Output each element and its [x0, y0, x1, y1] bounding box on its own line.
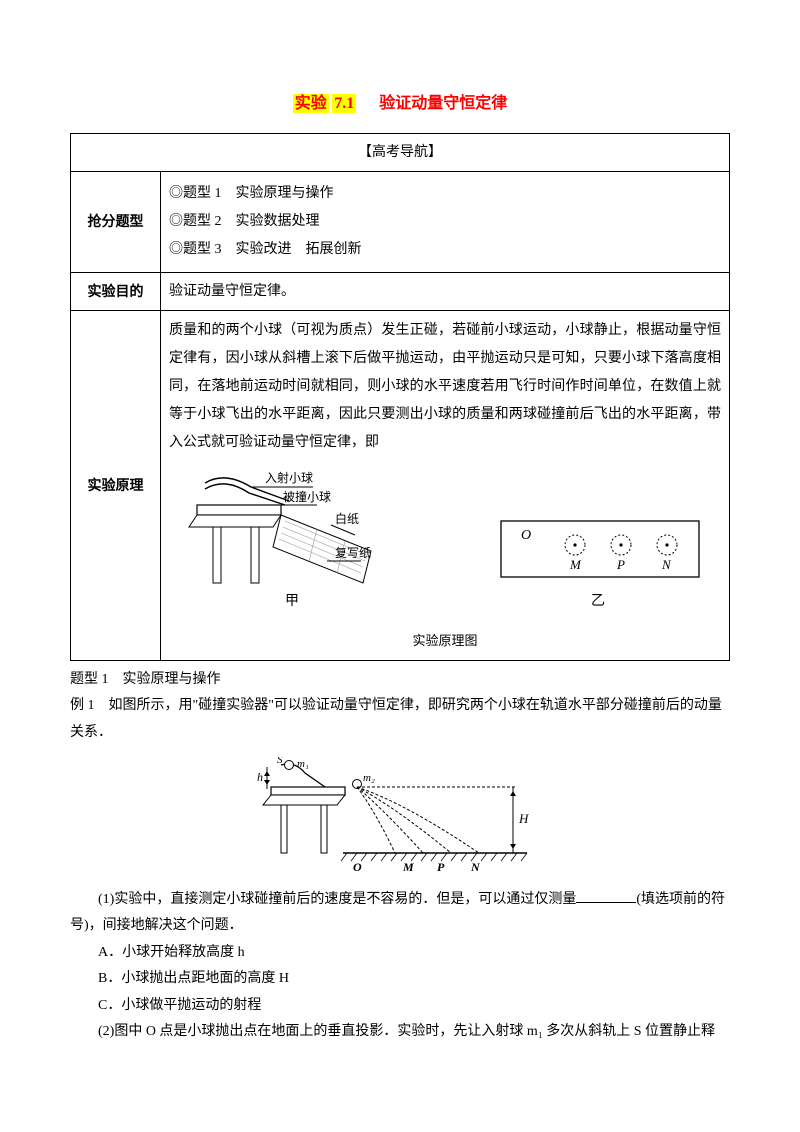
- fill-blank[interactable]: [576, 889, 636, 903]
- q1-text-a: (1)实验中，直接测定小球碰撞前后的速度是不容易的．但是，可以通过仅测量: [98, 892, 576, 907]
- svg-text:P: P: [616, 557, 625, 572]
- overview-table: 【高考导航】 抢分题型 ◎题型 1 实验原理与操作 ◎题型 2 实验数据处理 ◎…: [70, 133, 730, 661]
- svg-text:白纸: 白纸: [335, 511, 359, 526]
- option-a: A．小球开始释放高度 h: [98, 940, 730, 967]
- title-suffix: 验证动量守恒定律: [379, 95, 507, 112]
- title-number: 7.1: [332, 94, 356, 113]
- svg-text:h: h: [257, 770, 263, 784]
- diagram-yi-wrap: O M P N 乙: [495, 515, 705, 626]
- title-prefix: 实验: [293, 94, 329, 113]
- option-c: C．小球做平抛运动的射程: [98, 993, 730, 1020]
- page-title: 实验 7.1 验证动量守恒定律: [70, 90, 730, 119]
- table-header: 【高考导航】: [71, 133, 730, 171]
- row3-label: 实验原理: [71, 310, 161, 660]
- question-2: (2)图中 O 点是小球抛出点在地面上的垂直投影．实验时，先让入射球 m₁ 多次…: [70, 1019, 730, 1046]
- svg-text:被撞小球: 被撞小球: [283, 489, 331, 504]
- svg-text:乙: 乙: [591, 593, 605, 609]
- svg-text:m₂: m₂: [363, 772, 375, 784]
- row1-content: ◎题型 1 实验原理与操作 ◎题型 2 实验数据处理 ◎题型 3 实验改进 拓展…: [161, 171, 730, 272]
- svg-text:M: M: [402, 860, 414, 874]
- svg-text:入射小球: 入射小球: [265, 470, 313, 485]
- example-intro: 例 1 如图所示，用"碰撞实验器"可以验证动量守恒定律，即研究两个小球在轨道水平…: [70, 693, 730, 746]
- svg-text:m₁: m₁: [297, 758, 309, 770]
- svg-text:N: N: [470, 860, 481, 874]
- svg-text:甲: 甲: [285, 594, 299, 609]
- svg-text:S: S: [277, 757, 283, 766]
- diagram-yi: O M P N 乙: [495, 515, 705, 615]
- diagram-row: 入射小球 被撞小球 白纸 复写纸 甲: [169, 465, 721, 626]
- row2-content: 验证动量守恒定律。: [161, 272, 730, 310]
- svg-text:M: M: [569, 557, 582, 572]
- figure-2: h S m₁ m₂ H O M P N: [255, 757, 545, 875]
- qtype-3: ◎题型 3 实验改进 拓展创新: [169, 237, 721, 262]
- section-heading: 题型 1 实验原理与操作: [70, 667, 730, 694]
- row1-label: 抢分题型: [71, 171, 161, 272]
- row2-label: 实验目的: [71, 272, 161, 310]
- body-section: 题型 1 实验原理与操作 例 1 如图所示，用"碰撞实验器"可以验证动量守恒定律…: [70, 667, 730, 1046]
- svg-text:复写纸: 复写纸: [335, 546, 371, 560]
- diagram-jia-wrap: 入射小球 被撞小球 白纸 复写纸 甲: [185, 465, 415, 626]
- row3-content: 质量和的两个小球（可视为质点）发生正碰，若碰前小球运动，小球静止，根据动量守恒定…: [161, 310, 730, 660]
- svg-text:O: O: [353, 860, 362, 874]
- option-b: B．小球抛出点距地面的高度 H: [98, 966, 730, 993]
- principle-text: 质量和的两个小球（可视为质点）发生正碰，若碰前小球运动，小球静止，根据动量守恒定…: [169, 323, 721, 450]
- question-1: (1)实验中，直接测定小球碰撞前后的速度是不容易的．但是，可以通过仅测量(填选项…: [70, 887, 730, 940]
- svg-text:P: P: [437, 860, 445, 874]
- svg-text:H: H: [518, 811, 529, 826]
- diagram-caption: 实验原理图: [169, 628, 721, 654]
- svg-text:N: N: [661, 557, 672, 572]
- qtype-2: ◎题型 2 实验数据处理: [169, 209, 721, 234]
- svg-text:O: O: [521, 528, 531, 543]
- qtype-1: ◎题型 1 实验原理与操作: [169, 181, 721, 206]
- diagram-jia: 入射小球 被撞小球 白纸 复写纸 甲: [185, 465, 415, 615]
